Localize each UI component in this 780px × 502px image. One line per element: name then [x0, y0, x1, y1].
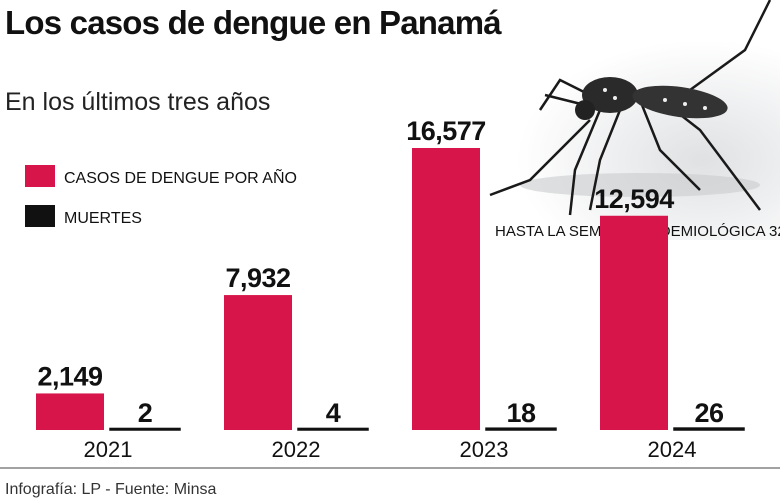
value-label: 7,932: [225, 263, 290, 293]
legend-label: MUERTES: [64, 210, 142, 227]
x-tick-label: 2021: [84, 437, 133, 462]
value-label: 12,594: [594, 184, 674, 214]
x-tick-label: 2022: [272, 437, 321, 462]
value-label: 18: [506, 398, 536, 428]
source: Infografía: LP - Fuente: Minsa: [5, 481, 216, 498]
value-label: 2: [138, 398, 153, 428]
mosquito-image: [470, 0, 780, 240]
value-label: 2,149: [37, 361, 103, 391]
bar: [485, 427, 557, 431]
value-label: 4: [326, 398, 341, 428]
x-tick-label: 2023: [460, 437, 509, 462]
bar: [673, 427, 745, 431]
bar: [36, 393, 104, 430]
chart-title: Los casos de dengue en Panamá: [5, 4, 502, 41]
legend-label: CASOS DE DENGUE POR AÑO: [64, 167, 297, 187]
x-tick-label: 2024: [648, 437, 697, 462]
bar: [224, 295, 292, 430]
bar: [109, 427, 181, 431]
subtitle: En los últimos tres años: [5, 88, 270, 116]
bar: [600, 215, 668, 430]
value-label: 26: [694, 398, 724, 428]
value-label: 16,577: [406, 116, 486, 146]
legend-swatch: [25, 205, 55, 227]
bar: [412, 148, 480, 430]
legend-swatch: [25, 165, 55, 187]
bar: [297, 427, 369, 431]
